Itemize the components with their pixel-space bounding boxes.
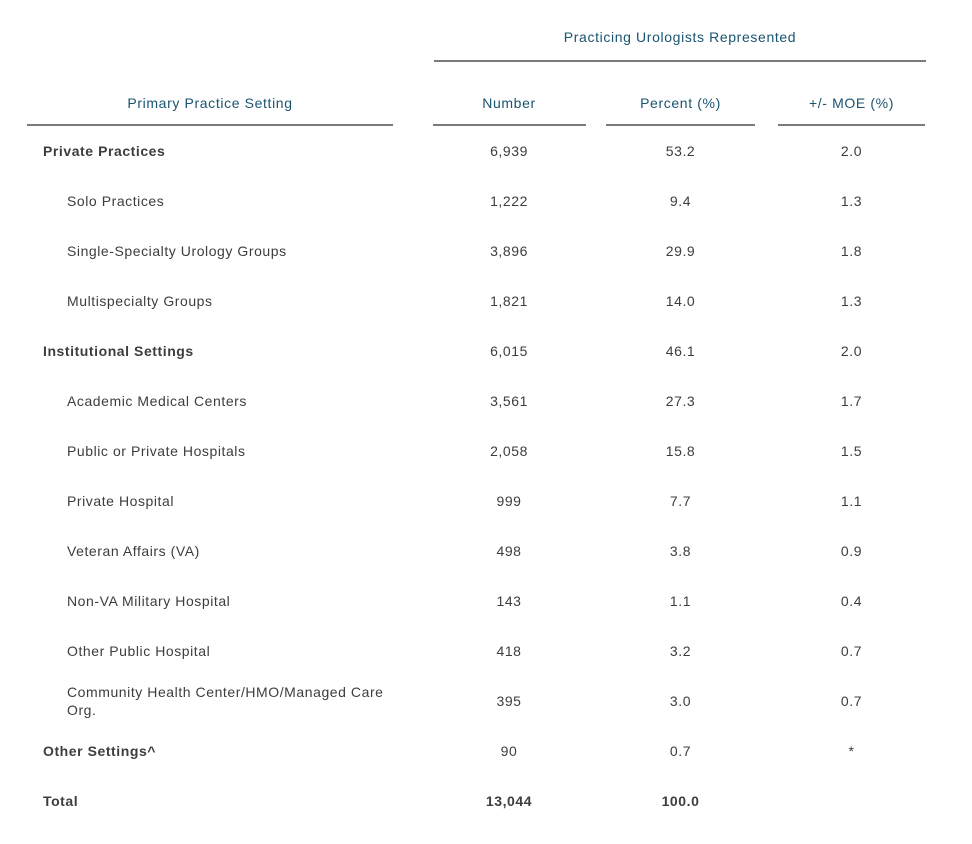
table-row-solo-practices: Solo Practices 1,222 9.4 1.3 (0, 176, 972, 226)
row-percent: 3.8 (669, 543, 692, 559)
row-label: Other Public Hospital (67, 643, 211, 659)
table-row-other-public-hospital: Other Public Hospital 418 3.2 0.7 (0, 626, 972, 676)
table-row-academic-medical-centers: Academic Medical Centers 3,561 27.3 1.7 (0, 376, 972, 426)
row-percent: 7.7 (669, 493, 692, 509)
column-header-setting: Primary Practice Setting (0, 62, 420, 126)
table-row-multispecialty-groups: Multispecialty Groups 1,821 14.0 1.3 (0, 276, 972, 326)
row-label: Multispecialty Groups (67, 293, 213, 309)
column-header-moe-rule (778, 124, 925, 126)
table-row-veteran-affairs: Veteran Affairs (VA) 498 3.8 0.9 (0, 526, 972, 576)
row-moe: 2.0 (840, 343, 863, 359)
row-number: 3,896 (490, 243, 528, 259)
row-moe: * (848, 743, 855, 759)
column-header-percent-label: Percent (%) (640, 95, 721, 111)
row-percent: 0.7 (669, 743, 692, 759)
row-moe: 1.3 (840, 293, 863, 309)
row-label: Non-VA Military Hospital (67, 593, 231, 609)
row-number: 90 (500, 743, 518, 759)
row-percent: 100.0 (661, 793, 700, 809)
row-percent: 14.0 (665, 293, 696, 309)
column-header-number-rule (432, 124, 586, 126)
table-row-other-settings: Other Settings^ 90 0.7 * (0, 726, 972, 776)
table-group-header-row: Practicing Urologists Represented (0, 0, 972, 62)
row-percent: 15.8 (665, 443, 696, 459)
row-label: Veteran Affairs (VA) (67, 543, 200, 559)
row-number: 13,044 (485, 793, 533, 809)
row-number: 1,821 (490, 293, 528, 309)
row-number: 1,222 (490, 193, 528, 209)
row-number: 6,015 (490, 343, 528, 359)
row-number: 418 (496, 643, 522, 659)
table-row-total: Total 13,044 100.0 (0, 776, 972, 826)
row-moe: 1.1 (840, 493, 863, 509)
row-moe: 2.0 (840, 143, 863, 159)
row-number: 143 (496, 593, 522, 609)
row-percent: 3.0 (669, 693, 692, 709)
row-label: Total (43, 793, 79, 809)
table-row-single-specialty-urology-groups: Single-Specialty Urology Groups 3,896 29… (0, 226, 972, 276)
row-moe: 1.8 (840, 243, 863, 259)
row-label: Private Practices (43, 143, 166, 159)
row-moe: 1.3 (840, 193, 863, 209)
column-header-setting-label: Primary Practice Setting (127, 95, 293, 111)
row-moe: 0.7 (840, 643, 863, 659)
row-label: Academic Medical Centers (67, 393, 247, 409)
column-header-setting-rule (27, 124, 393, 126)
column-header-number-label: Number (482, 95, 536, 111)
row-number: 3,561 (490, 393, 528, 409)
row-label: Private Hospital (67, 493, 175, 509)
column-header-moe: +/- MOE (%) (763, 62, 940, 126)
row-percent: 27.3 (665, 393, 696, 409)
row-moe: 0.9 (840, 543, 863, 559)
row-percent: 53.2 (665, 143, 696, 159)
table-row-community-health-center: Community Health Center/HMO/Managed Care… (0, 676, 972, 726)
row-percent: 46.1 (665, 343, 696, 359)
row-moe: 1.7 (840, 393, 863, 409)
column-header-number: Number (420, 62, 598, 126)
table-row-public-or-private-hospitals: Public or Private Hospitals 2,058 15.8 1… (0, 426, 972, 476)
row-number: 395 (496, 693, 522, 709)
column-header-moe-label: +/- MOE (%) (808, 95, 895, 111)
row-moe: 1.5 (840, 443, 863, 459)
row-number: 999 (496, 493, 522, 509)
table-column-header-row: Primary Practice Setting Number Percent … (0, 62, 972, 126)
row-moe: 0.7 (840, 693, 863, 709)
row-label: Community Health Center/HMO/Managed Care… (67, 684, 384, 718)
group-header-rule (434, 60, 926, 62)
row-label: Other Settings^ (43, 743, 157, 759)
group-header-cell: Practicing Urologists Represented (420, 0, 940, 62)
column-header-percent-rule (606, 124, 755, 126)
row-label: Public or Private Hospitals (67, 443, 246, 459)
table-row-institutional-settings: Institutional Settings 6,015 46.1 2.0 (0, 326, 972, 376)
row-label: Institutional Settings (43, 343, 194, 359)
table-row-private-practices: Private Practices 6,939 53.2 2.0 (0, 126, 972, 176)
row-label: Single-Specialty Urology Groups (67, 243, 287, 259)
table-row-non-va-military-hospital: Non-VA Military Hospital 143 1.1 0.4 (0, 576, 972, 626)
group-header-spacer (0, 0, 420, 62)
row-percent: 3.2 (669, 643, 692, 659)
row-percent: 29.9 (665, 243, 696, 259)
table-row-private-hospital: Private Hospital 999 7.7 1.1 (0, 476, 972, 526)
row-number: 498 (496, 543, 522, 559)
row-moe: 0.4 (840, 593, 863, 609)
column-header-percent: Percent (%) (598, 62, 763, 126)
row-number: 2,058 (490, 443, 528, 459)
row-percent: 9.4 (669, 193, 692, 209)
table-title: Practicing Urologists Represented (563, 29, 797, 45)
row-label: Solo Practices (67, 193, 165, 209)
row-percent: 1.1 (669, 593, 692, 609)
row-number: 6,939 (490, 143, 528, 159)
